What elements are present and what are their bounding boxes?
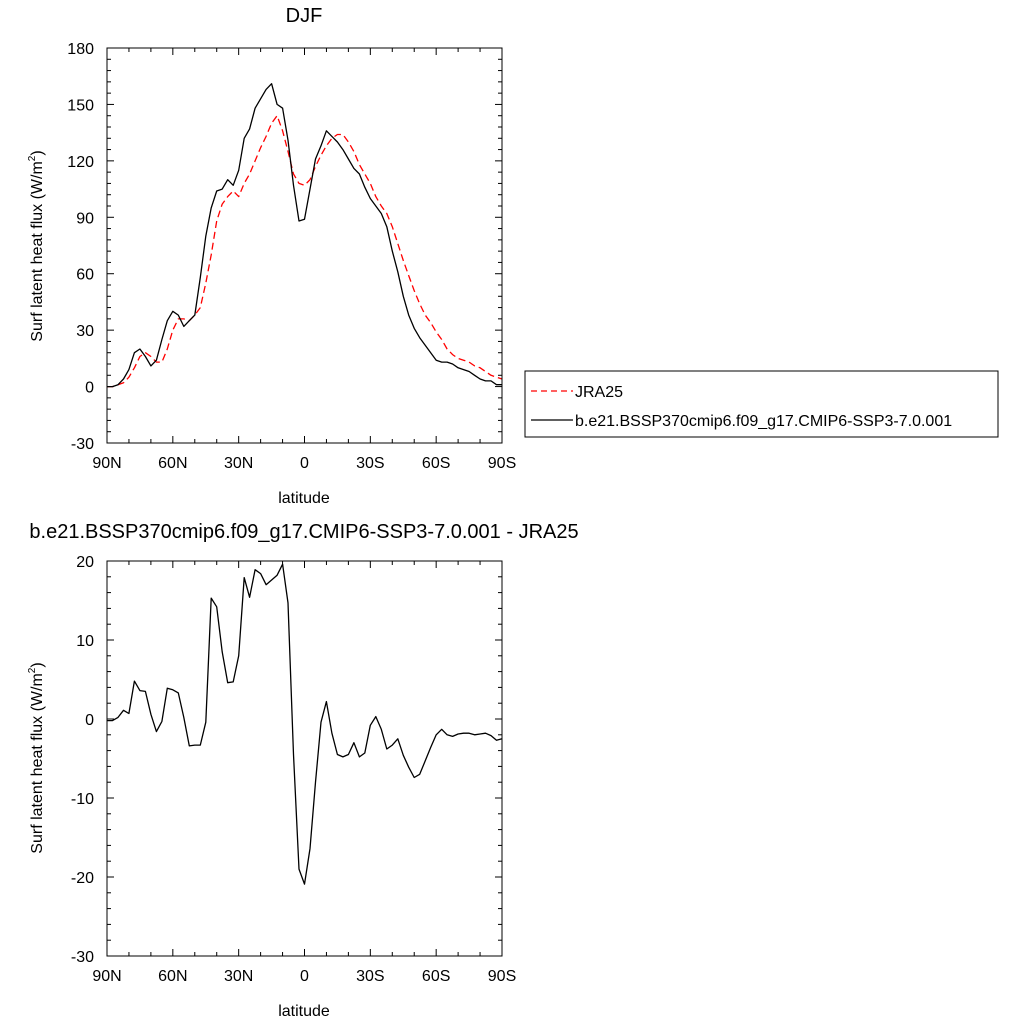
legend-box <box>524 370 999 438</box>
panel-1-x-tick-label: 30N <box>224 455 253 472</box>
panel-1-x-tick-label: 60S <box>422 455 450 472</box>
panel-1-x-tick-label: 90S <box>488 455 516 472</box>
panel-1-x-tick-label: 90N <box>92 455 121 472</box>
panel-2-x-tick-label: 90N <box>92 968 121 985</box>
panel-1-x-tick-label: 30S <box>356 455 384 472</box>
panel-2-y-axis-label: Surf latent heat flux (W/m2) <box>27 662 46 853</box>
panel-1-y-axis-label-close: ) <box>29 150 46 155</box>
panel-2-series-line-difference <box>107 563 503 885</box>
panel-1-x-tick-label: 0 <box>300 455 309 472</box>
panel-2-x-tick-label: 30N <box>224 968 253 985</box>
panel-1-x-axis-label: latitude <box>278 490 330 507</box>
panel-1-y-tick-label: 150 <box>67 97 94 114</box>
panel-1-y-axis-label-main: Surf latent heat flux (W/m <box>29 161 46 342</box>
legend-jra25-label: JRA25 <box>575 384 623 401</box>
panel-2-y-axis-label-close: ) <box>29 662 46 667</box>
panel-1-ticks: 90N 60N 30N 0 30S 60S 90S -30 0 30 60 90 120 150 180 <box>67 41 516 472</box>
panel-2-x-tick-label: 30S <box>356 968 384 985</box>
panel-2-x-tick-label: 90S <box>488 968 516 985</box>
panel-1-series-line-jra25 <box>107 115 503 388</box>
panel-1-y-axis-label-sup: 2 <box>27 155 38 161</box>
panel-2-ticks: 90N 60N 30N 0 30S 60S 90S -30 -20 -10 0 10 20 <box>71 554 516 985</box>
panel-2-x-tick-label: 60N <box>158 968 187 985</box>
panel-2-y-axis-label-main: Surf latent heat flux (W/m <box>29 673 46 854</box>
panel-2-y-tick-label: -10 <box>71 791 94 808</box>
panel-2-y-tick-label: 20 <box>76 554 94 571</box>
panel-top-djf: DJF 90N 60N 30N 0 30S 60S 90S -30 0 30 60 90 120 150 1… <box>27 5 516 507</box>
panel-1-x-tick-label: 60N <box>158 455 187 472</box>
panel-1-plot-frame <box>106 47 503 444</box>
panel-2-x-axis-label: latitude <box>278 1003 330 1020</box>
panel-2-y-tick-label: -20 <box>71 870 94 887</box>
panel-1-y-tick-label: 90 <box>76 210 94 227</box>
panel-1-y-tick-label: 30 <box>76 323 94 340</box>
legend: JRA25 b.e21.BSSP370cmip6.f09_g17.CMIP6-S… <box>524 370 999 438</box>
panel-2-title: b.e21.BSSP370cmip6.f09_g17.CMIP6-SSP3-7.… <box>29 521 578 543</box>
panel-2-y-tick-label: 0 <box>85 712 94 729</box>
panel-1-series-line-model <box>107 83 502 388</box>
panel-1-y-tick-label: -30 <box>71 436 94 453</box>
panel-2-y-tick-label: -30 <box>71 949 94 966</box>
panel-1-title: DJF <box>286 5 323 27</box>
panel-1-y-tick-label: 60 <box>76 267 94 284</box>
panel-2-x-tick-label: 60S <box>422 968 450 985</box>
panel-1-y-axis-label: Surf latent heat flux (W/m2) <box>27 150 46 341</box>
panel-2-y-tick-label: 10 <box>76 633 94 650</box>
legend-model-label: b.e21.BSSP370cmip6.f09_g17.CMIP6-SSP3-7.… <box>575 413 952 430</box>
panel-2-x-tick-label: 0 <box>300 968 309 985</box>
panel-2-y-axis-label-sup: 2 <box>27 667 38 673</box>
panel-2-plot-frame <box>106 560 503 957</box>
panel-1-y-tick-label: 0 <box>85 380 94 397</box>
panel-2-lines <box>107 563 503 885</box>
panel-1-y-tick-label: 180 <box>67 41 94 58</box>
panel-1-lines <box>107 83 503 388</box>
panel-1-y-tick-label: 120 <box>67 154 94 171</box>
panel-bottom-difference: b.e21.BSSP370cmip6.f09_g17.CMIP6-SSP3-7.… <box>27 521 579 1020</box>
